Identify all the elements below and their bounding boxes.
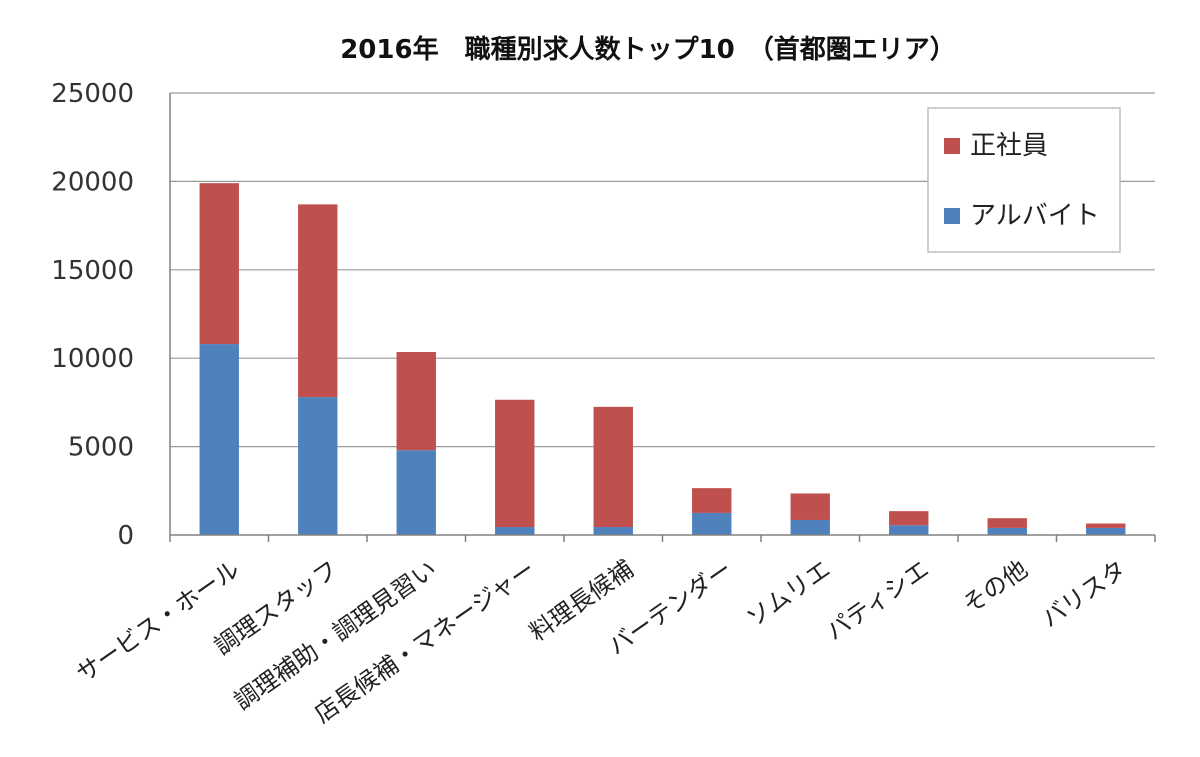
bar-seishain-barista [1086, 523, 1126, 528]
legend-swatch-seishain [944, 138, 960, 154]
bar-arubaito-chouri-staff [298, 397, 338, 535]
bar-seishain-tencho-kouho [495, 399, 535, 528]
y-tick-label: 5000 [68, 433, 134, 463]
bar-arubaito-barista [1086, 527, 1126, 535]
bar-arubaito-sonota [987, 527, 1027, 535]
legend-box [927, 107, 1121, 253]
x-tick-label-patissier: パティシエ [821, 555, 934, 646]
x-tick-label-sommelier: ソムリエ [741, 555, 835, 633]
y-tick-label: 0 [117, 521, 134, 551]
y-tick-label: 20000 [51, 167, 134, 197]
y-tick-label: 15000 [51, 256, 134, 286]
bar-arubaito-service-hall [199, 344, 239, 535]
y-axis: 0 5000 10000 15000 20000 25000 [51, 79, 171, 551]
y-tick-label: 10000 [51, 344, 134, 374]
bar-seishain-ryourichou-kouho [593, 406, 633, 528]
bar-arubaito-ryourichou-kouho [593, 527, 633, 535]
bar-seishain-sonota [987, 518, 1027, 528]
bar-arubaito-tencho-kouho [495, 527, 535, 535]
bars [199, 183, 1126, 535]
x-tick-label-barista: バリスタ [1036, 555, 1131, 633]
bar-seishain-sommelier [790, 493, 830, 520]
chart-title: 2016年 職種別求人数トップ10 （首都圏エリア） [340, 34, 956, 65]
bar-arubaito-chouri-hojo [396, 450, 436, 535]
legend-label-seishain: 正社員 [970, 131, 1048, 161]
legend-swatch-arubaito [944, 208, 960, 224]
legend: 正社員 アルバイト [927, 107, 1121, 253]
bar-seishain-patissier [889, 511, 929, 526]
bar-seishain-bartender [692, 488, 732, 513]
bar-seishain-chouri-staff [298, 204, 338, 398]
legend-label-arubaito: アルバイト [970, 201, 1100, 231]
bar-arubaito-sommelier [790, 519, 830, 535]
x-tick-label-service-hall: サービス・ホール [71, 555, 244, 688]
y-tick-label: 25000 [51, 79, 134, 109]
bar-arubaito-patissier [889, 525, 929, 535]
x-axis: サービス・ホール調理スタッフ調理補助・調理見習い店長候補・マネージャー料理長候補… [71, 534, 1156, 728]
x-tick-label-sonota: その他 [958, 555, 1033, 619]
bar-seishain-service-hall [199, 183, 239, 345]
bar-seishain-chouri-hojo [396, 352, 436, 451]
bar-arubaito-bartender [692, 512, 732, 535]
